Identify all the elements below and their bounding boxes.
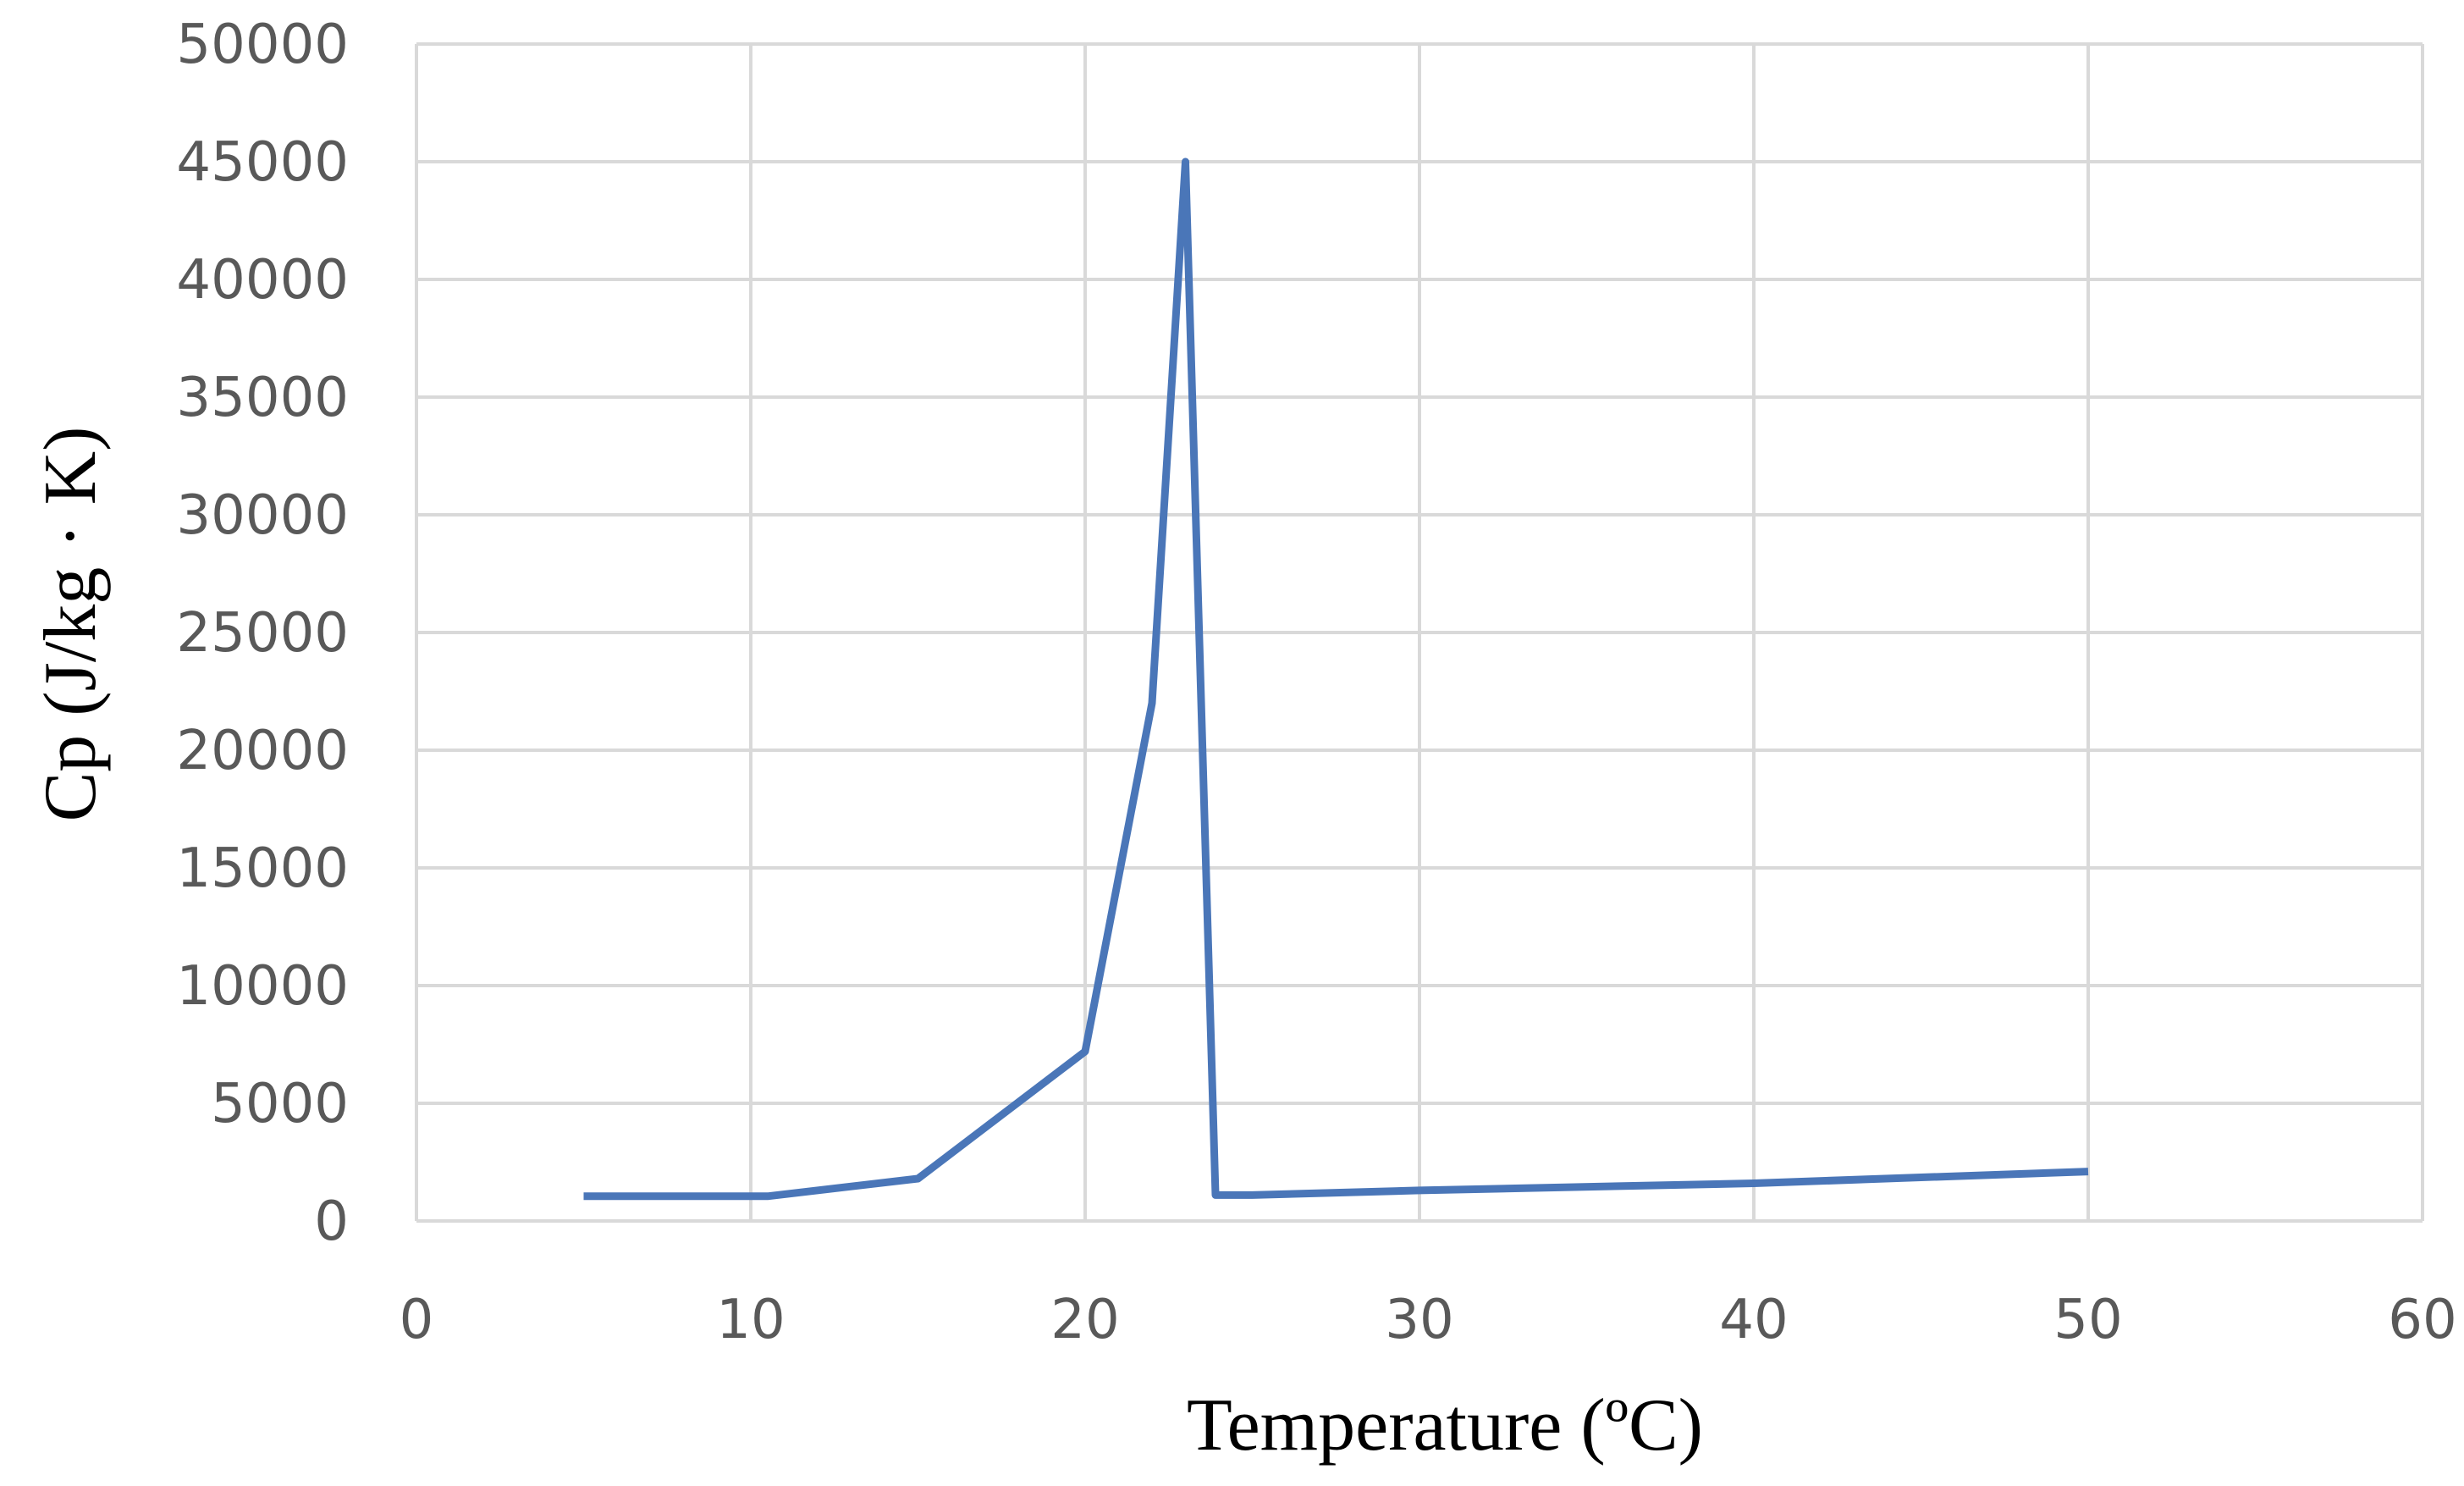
y-tick-label: 50000 <box>176 14 349 76</box>
x-axis-ticks: 0 10 20 30 40 50 60 <box>400 1289 2457 1351</box>
y-tick-label: 0 <box>314 1190 349 1253</box>
x-tick-label: 60 <box>2388 1289 2456 1351</box>
y-tick-label: 10000 <box>176 955 349 1018</box>
y-tick-label: 40000 <box>176 249 349 312</box>
x-tick-label: 50 <box>2053 1289 2122 1351</box>
x-tick-label: 10 <box>716 1289 785 1351</box>
x-tick-label: 40 <box>1719 1289 1788 1351</box>
series-layer <box>583 157 2089 1201</box>
y-tick-label: 35000 <box>176 367 349 429</box>
y-axis-ticks: 0 5000 10000 15000 20000 25000 30000 35000 40000… <box>176 14 349 1253</box>
x-tick-label: 0 <box>400 1289 434 1351</box>
y-axis-title: Cp (J/kg · K) <box>30 427 112 822</box>
series-line-0 <box>583 157 2089 1201</box>
y-tick-label: 5000 <box>211 1073 349 1135</box>
y-tick-label: 45000 <box>176 131 349 194</box>
y-tick-label: 20000 <box>176 720 349 782</box>
y-tick-label: 30000 <box>176 484 349 547</box>
y-tick-label: 15000 <box>176 837 349 900</box>
x-tick-label: 30 <box>1385 1289 1453 1351</box>
x-tick-label: 20 <box>1050 1289 1119 1351</box>
y-tick-label: 25000 <box>176 602 349 665</box>
grid <box>415 42 2424 1223</box>
x-axis-title: Temperature (ºC) <box>1187 1384 1703 1467</box>
